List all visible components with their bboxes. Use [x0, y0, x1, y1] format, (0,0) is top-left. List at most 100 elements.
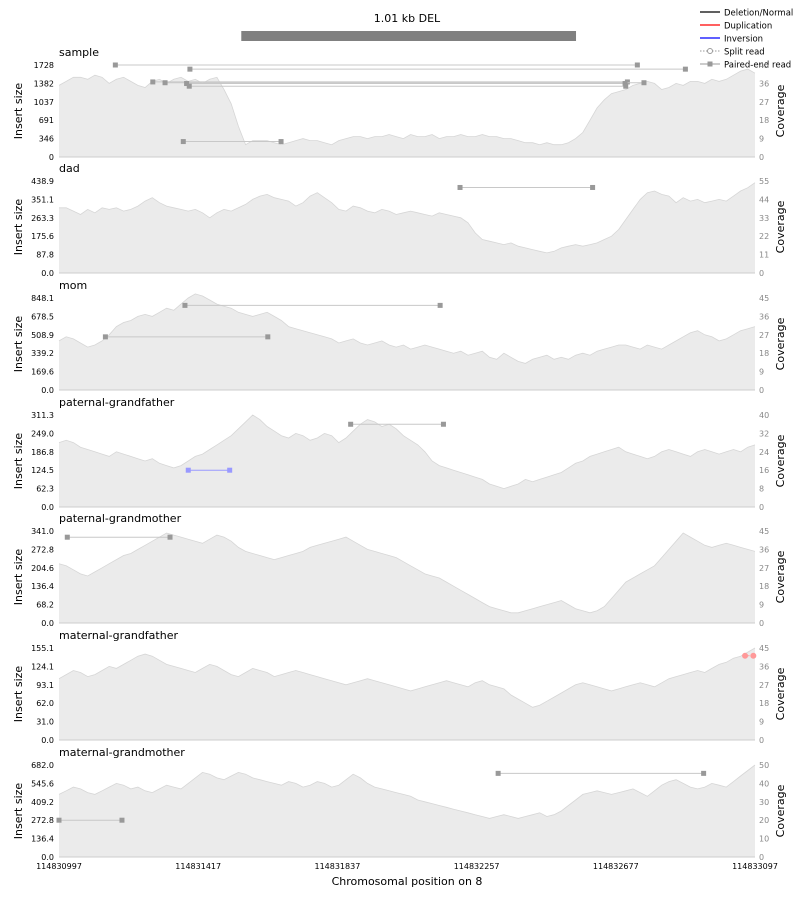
panel-title: dad	[59, 162, 80, 175]
read-end-marker	[180, 139, 186, 145]
read-end-marker	[623, 83, 629, 89]
coverage-axis-label: Coverage	[774, 784, 787, 837]
insert-size-tick: 438.9	[31, 177, 54, 186]
insert-size-tick: 155.1	[31, 644, 54, 653]
read-end-marker	[590, 184, 596, 190]
insert-size-tick: 351.1	[31, 195, 54, 204]
read-end-marker	[167, 534, 173, 540]
coverage-area	[59, 415, 755, 507]
coverage-tick: 40	[759, 411, 769, 420]
insert-size-tick: 186.8	[31, 448, 54, 457]
paired-read	[457, 184, 596, 190]
panel-dad: dad 0.0 87.8 175.6 263.3 351.1 438.9 0 11 22 33 44 5…	[12, 162, 787, 278]
coverage-tick: 27	[759, 331, 769, 340]
coverage-tick: 0	[759, 269, 764, 278]
coverage-tick: 0	[759, 386, 764, 395]
insert-size-tick: 0.0	[41, 619, 54, 628]
insert-size-tick: 87.8	[36, 251, 54, 260]
x-tick-label: 114833097	[732, 862, 778, 871]
paired-read	[187, 66, 688, 72]
coverage-tick: 36	[759, 545, 769, 554]
coverage-tick: 9	[759, 368, 764, 377]
coverage-tick: 18	[759, 582, 769, 591]
coverage-area	[59, 533, 755, 623]
coverage-tick: 45	[759, 294, 769, 303]
panel-paternal-grandmother: paternal-grandmother0.068.2136.4204.6272…	[12, 512, 787, 628]
coverage-line	[58, 764, 756, 819]
paired-read	[102, 334, 271, 340]
panel-sample: sample 0 346 691 1037 1382 1728 0 9 18 27 36 45 Inser…	[12, 46, 787, 162]
insert-size-tick: 0.0	[41, 386, 54, 395]
panel-mom: mom 0.0 169.6 339.2 508.9 678.5 848.1 0 9 18 27 36 4…	[12, 279, 787, 395]
paired-read	[184, 81, 628, 87]
paired-read	[112, 62, 640, 68]
panel-title: paternal-grandfather	[59, 396, 175, 409]
coverage-tick: 30	[759, 798, 769, 807]
read-end-marker	[184, 81, 190, 87]
read-end-marker	[634, 62, 640, 68]
insert-size-tick: 272.8	[31, 545, 54, 554]
read-end-marker	[622, 81, 628, 87]
read-end-marker	[278, 139, 284, 145]
coverage-tick: 0	[759, 503, 764, 512]
coverage-tick: 32	[759, 429, 769, 438]
insert-size-tick: 68.2	[36, 601, 54, 610]
variant-bar	[241, 31, 577, 41]
insert-size-tick: 0.0	[41, 503, 54, 512]
insert-size-tick: 1037	[34, 98, 54, 107]
coverage-axis-label: Coverage	[774, 550, 787, 603]
coverage-area	[59, 765, 755, 857]
read-end-marker	[348, 421, 354, 427]
insert-size-axis-label: Insert size	[12, 83, 25, 140]
read-end-marker	[701, 770, 707, 776]
insert-size-tick: 1382	[34, 79, 54, 88]
insert-size-tick: 678.5	[31, 312, 54, 321]
coverage-tick: 20	[759, 816, 769, 825]
read-end-marker	[64, 534, 70, 540]
legend-circle-icon	[707, 48, 713, 54]
chart-title: 1.01 kb DEL	[374, 12, 441, 25]
coverage-line	[58, 647, 756, 708]
insert-size-tick: 62.0	[36, 699, 54, 708]
x-tick-label: 114831837	[314, 862, 360, 871]
coverage-tick: 27	[759, 98, 769, 107]
read-end-marker	[495, 770, 501, 776]
read-end-circle	[750, 652, 757, 659]
insert-size-tick: 136.4	[31, 582, 54, 591]
insert-size-tick: 691	[39, 116, 54, 125]
panel-paternal-grandfather: paternal-grandfather 0.0 62.3 124.5 186.8 249…	[12, 396, 787, 512]
coverage-tick: 0	[759, 619, 764, 628]
x-axis-label: Chromosomal position on 8	[332, 875, 483, 888]
coverage-tick: 0	[759, 853, 764, 862]
coverage-line	[58, 532, 756, 614]
coverage-tick: 16	[759, 466, 769, 475]
legend-entry: Deletion/Normal	[700, 9, 793, 19]
coverage-tick: 45	[759, 61, 769, 70]
legend-entry: Duplication	[700, 22, 772, 32]
coverage-tick: 40	[759, 779, 769, 788]
legend-label: Deletion/Normal	[724, 9, 793, 19]
insert-size-tick: 311.3	[31, 411, 54, 420]
insert-size-axis-label: Insert size	[12, 783, 25, 840]
insert-size-tick: 93.1	[36, 681, 54, 690]
insert-size-tick: 62.3	[36, 485, 54, 494]
coverage-axis-label: Coverage	[774, 667, 787, 720]
read-end-marker	[440, 421, 446, 427]
insert-size-tick: 409.2	[31, 798, 54, 807]
panel-maternal-grandmother: maternal-grandmother 0.0 136.4 272.8 409.2 54…	[12, 746, 787, 862]
insert-size-tick: 0.0	[41, 269, 54, 278]
coverage-line	[59, 182, 756, 254]
paired-read	[348, 421, 446, 427]
coverage-tick: 36	[759, 662, 769, 671]
read-end-marker	[437, 302, 443, 308]
insert-size-tick: 263.3	[31, 214, 54, 223]
insert-size-tick: 249.0	[31, 429, 54, 438]
insert-size-tick: 124.5	[31, 466, 54, 475]
x-tick-label: 114832257	[454, 862, 500, 871]
paired-read	[495, 770, 707, 776]
legend-square-icon	[707, 61, 713, 67]
insert-size-axis-label: Insert size	[12, 433, 25, 490]
coverage-tick: 8	[759, 485, 764, 494]
legend-entry: Paired-end read	[700, 61, 791, 71]
coverage-tick: 36	[759, 312, 769, 321]
